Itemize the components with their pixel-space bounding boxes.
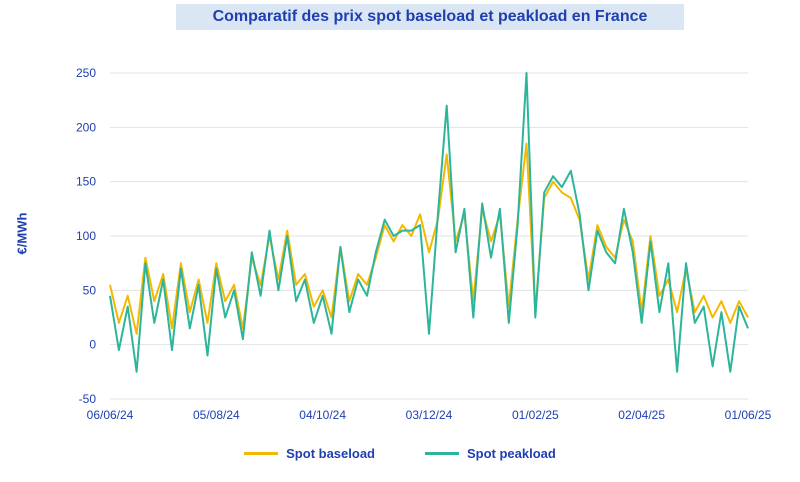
y-tick-label: -50	[79, 392, 97, 406]
legend-swatch-peakload	[425, 452, 459, 455]
legend-swatch-baseload	[244, 452, 279, 455]
x-tick-label: 05/08/24	[193, 408, 240, 422]
y-tick-label: 0	[89, 338, 96, 352]
chart-plot: -50 0 50 100 150 200 250 06/06/24 05/08/24 04/10…	[76, 66, 772, 422]
x-tick-label: 02/04/25	[618, 408, 665, 422]
y-tick-label: 100	[76, 229, 96, 243]
series-lines	[109, 72, 749, 373]
x-tick-label: 06/06/24	[87, 408, 134, 422]
x-tick-label: 04/10/24	[299, 408, 346, 422]
y-tick-label: 50	[83, 283, 97, 297]
y-tick-label: 250	[76, 66, 96, 80]
legend-label-baseload: Spot baseload	[286, 446, 375, 461]
chart-title: Comparatif des prix spot baseload et pea…	[212, 8, 648, 25]
series-line-baseload	[109, 142, 749, 335]
legend: Spot baseload Spot peakload	[0, 446, 800, 461]
x-tick-label: 01/06/25	[725, 408, 772, 422]
y-tick-labels: -50 0 50 100 150 200 250	[76, 66, 96, 406]
legend-label-peakload: Spot peakload	[467, 446, 556, 461]
x-tick-label: 03/12/24	[406, 408, 453, 422]
title-background	[176, 4, 684, 30]
y-tick-label: 150	[76, 175, 96, 189]
x-tick-labels: 06/06/24 05/08/24 04/10/24 03/12/24 01/02/25…	[87, 408, 772, 422]
series-line-peakload	[109, 72, 749, 373]
gridlines	[110, 72, 748, 400]
y-tick-label: 200	[76, 120, 96, 134]
legend-item-peakload: Spot peakload	[425, 446, 556, 461]
legend-item-baseload: Spot baseload	[244, 446, 375, 461]
x-tick-label: 01/02/25	[512, 408, 559, 422]
